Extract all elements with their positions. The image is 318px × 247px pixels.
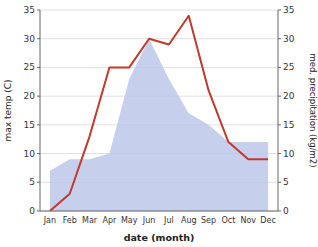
y2-tick-label: 15 <box>283 120 294 130</box>
y2-tick-label: 25 <box>283 62 294 72</box>
x-tick-label: Feb <box>63 216 77 225</box>
y-tick <box>37 96 40 97</box>
y-tick <box>37 182 40 183</box>
plot-area <box>50 16 268 211</box>
y2-tick <box>278 153 281 154</box>
y-tick-label: 25 <box>24 62 35 72</box>
grid-line <box>40 211 278 212</box>
y2-tick <box>278 10 281 11</box>
precipitation-area <box>50 39 268 211</box>
y-tick <box>37 38 40 39</box>
y-axis-title: max temp (C) <box>3 79 13 141</box>
y-tick-label: 5 <box>29 177 35 187</box>
x-tick-label: Jun <box>142 216 156 225</box>
x-tick-label: May <box>121 216 138 225</box>
y2-axis-line <box>278 10 279 211</box>
y-tick-label: 0 <box>29 206 35 216</box>
y2-tick <box>278 38 281 39</box>
y2-tick <box>278 124 281 125</box>
y2-tick-label: 10 <box>283 149 295 159</box>
x-tick-label: Mar <box>82 216 98 225</box>
y-tick-label: 20 <box>24 91 36 101</box>
y2-tick-label: 35 <box>283 5 294 15</box>
x-tick-label: Apr <box>102 216 117 225</box>
y2-tick <box>278 67 281 68</box>
y2-tick-label: 20 <box>283 91 295 101</box>
y2-tick <box>278 182 281 183</box>
y-tick <box>37 10 40 11</box>
y-tick <box>37 67 40 68</box>
y2-tick-label: 30 <box>283 34 295 44</box>
temperature-line <box>50 16 268 211</box>
y-tick-label: 30 <box>24 34 36 44</box>
y-tick <box>37 153 40 154</box>
x-tick-label: Jul <box>163 216 174 225</box>
y2-tick <box>278 96 281 97</box>
y-tick-label: 35 <box>24 5 35 15</box>
grid-line <box>40 10 278 11</box>
x-axis-title: date (month) <box>124 232 195 243</box>
y-tick <box>37 211 40 212</box>
x-axis-line <box>40 211 278 212</box>
y2-tick <box>278 211 281 212</box>
x-tick-label: Sep <box>201 216 216 225</box>
y-axis-line <box>40 10 41 211</box>
x-tick-label: Oct <box>221 216 235 225</box>
x-tick-label: Aug <box>181 216 197 225</box>
y2-tick-label: 5 <box>283 177 289 187</box>
y-tick <box>37 124 40 125</box>
x-tick-label: Nov <box>240 216 256 225</box>
grid-line <box>40 38 278 39</box>
y-tick-label: 10 <box>24 149 36 159</box>
x-tick-label: Jan <box>43 216 56 225</box>
y-tick-label: 15 <box>24 120 35 130</box>
chart: 0 5 10 15 20 25 30 35 0 5 10 15 20 25 30 35 Jan Feb Mar Apr… <box>0 0 318 247</box>
y2-tick-label: 0 <box>283 206 289 216</box>
y2-axis-title: med. precipitation (kg/m2) <box>308 53 318 167</box>
x-tick-label: Dec <box>260 216 275 225</box>
